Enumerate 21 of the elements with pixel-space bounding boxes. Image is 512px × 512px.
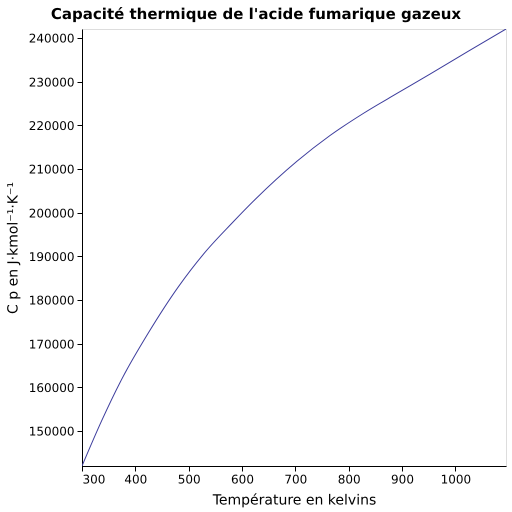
y-tick-label: 200000 — [28, 206, 74, 220]
x-tick-label: 300 — [82, 472, 106, 486]
y-tick-label: 160000 — [28, 380, 74, 395]
y-tick-label: 240000 — [28, 32, 74, 46]
y-axis-title: C p en J·kmol⁻¹·K⁻¹ — [6, 182, 22, 314]
x-tick-label: 500 — [178, 472, 201, 486]
chart-title: Capacité thermique de l'acide fumarique gazeux — [50, 5, 462, 23]
x-axis-title: Température en kelvins — [212, 492, 376, 508]
y-tick-label: 210000 — [28, 162, 74, 177]
x-tick-label: 800 — [338, 472, 361, 486]
y-tick-label: 230000 — [28, 75, 74, 90]
y-tick-label: 180000 — [28, 294, 74, 308]
x-tick-label: 700 — [284, 472, 308, 486]
y-tick-label: 150000 — [28, 424, 74, 439]
y-tick-label: 170000 — [28, 337, 74, 352]
x-tick-label: 600 — [231, 472, 254, 486]
x-tick-label: 900 — [391, 472, 414, 486]
x-tick-label: 1000 — [440, 472, 472, 486]
y-tick-label: 190000 — [28, 250, 74, 264]
x-tick-label: 400 — [124, 472, 148, 486]
y-tick-label: 220000 — [28, 118, 74, 133]
